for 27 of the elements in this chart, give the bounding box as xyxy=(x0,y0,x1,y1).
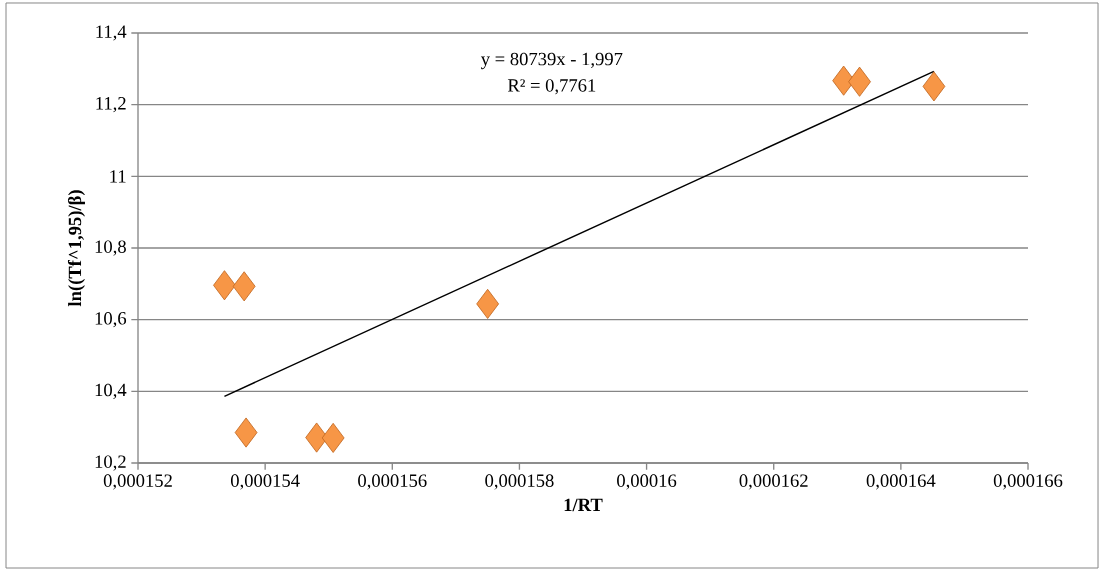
y-tick-label: 10,2 xyxy=(95,455,126,471)
point xyxy=(305,422,328,453)
y-tick-label: 11,2 xyxy=(96,97,126,113)
x-tick-label: 0,000162 xyxy=(739,474,808,490)
x-tick-label: 0,000166 xyxy=(993,474,1063,490)
point xyxy=(234,417,258,448)
x-tick-label: 0,000158 xyxy=(485,474,554,490)
x-tick-label: 0,000164 xyxy=(866,474,936,490)
point xyxy=(922,71,946,102)
x-tick-label: 0,000152 xyxy=(103,474,172,490)
y-tick-label: 10,4 xyxy=(95,383,127,399)
y-tick-label: 11,4 xyxy=(96,25,127,41)
point xyxy=(848,66,871,97)
point xyxy=(232,271,256,302)
annotation: R² = 0,7761 xyxy=(507,79,596,95)
point xyxy=(476,288,500,319)
point xyxy=(213,270,236,301)
y-tick-label: 11 xyxy=(110,170,126,183)
y-tick-label: 10,8 xyxy=(95,240,126,256)
annotation: y = 80739x - 1,997 xyxy=(480,52,623,70)
y-axis-title: ln((Tf^1,95)/β) xyxy=(67,190,85,307)
x-tick-label: 0,00016 xyxy=(617,474,677,490)
x-tick-label: 0,000154 xyxy=(230,474,300,490)
x-axis-title: 1/RT xyxy=(564,498,603,512)
x-tick-label: 0,000156 xyxy=(358,474,427,490)
y-tick-label: 10,6 xyxy=(95,312,127,328)
point xyxy=(321,422,345,453)
